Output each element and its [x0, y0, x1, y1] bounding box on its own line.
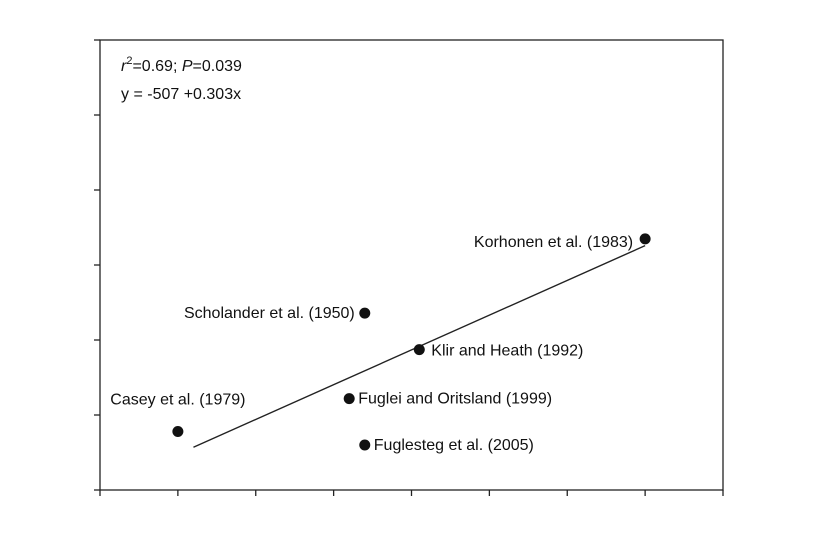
data-point [413, 344, 425, 356]
point-label: Fuglei and Oritsland (1999) [358, 391, 552, 408]
plot-frame [99, 39, 724, 491]
point-label: Scholander et al. (1950) [184, 305, 355, 322]
stats-annotation: r2=0.69; P=0.039 [121, 55, 242, 75]
data-point [359, 439, 371, 451]
data-point [172, 426, 184, 437]
data-point [359, 307, 371, 319]
axis-ticks [94, 39, 724, 496]
point-label: Casey et al. (1979) [110, 392, 245, 409]
point-label: Korhonen et al. (1983) [474, 234, 633, 251]
equation-annotation: y = -507 +0.303x [121, 86, 241, 103]
data-point [343, 393, 355, 405]
data-point [639, 233, 651, 245]
point-label: Fuglesteg et al. (2005) [374, 437, 534, 454]
data-points: Casey et al. (1979) Scholander et al. (19… [110, 233, 651, 454]
point-label: Klir and Heath (1992) [431, 343, 583, 360]
